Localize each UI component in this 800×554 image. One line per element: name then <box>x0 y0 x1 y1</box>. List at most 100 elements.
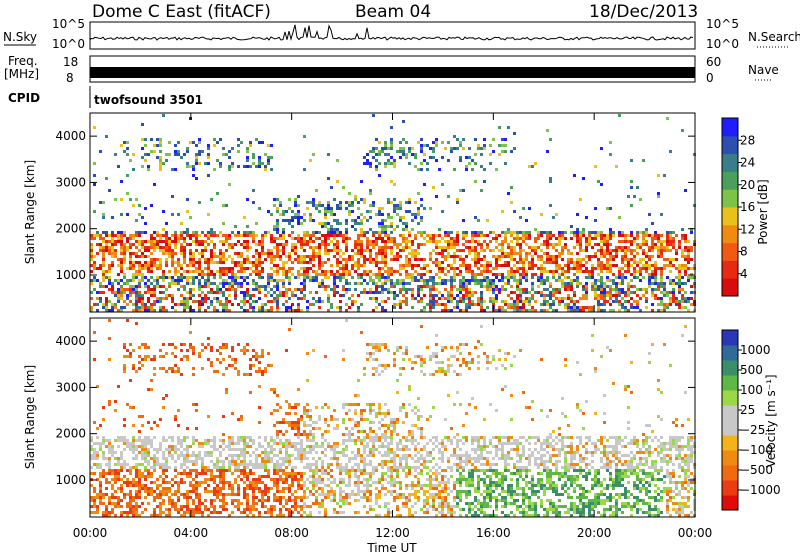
velocity-cell <box>204 481 207 484</box>
velocity-cell <box>273 484 276 487</box>
power-cell <box>159 162 162 165</box>
power-cell <box>552 303 555 306</box>
power-cell <box>249 144 252 147</box>
power-cell <box>225 297 228 300</box>
power-cell <box>207 291 210 294</box>
power-cell <box>297 303 300 306</box>
power-cell <box>381 309 384 312</box>
power-cell <box>183 276 186 279</box>
velocity-cell <box>183 511 186 514</box>
power-cell <box>327 210 330 213</box>
power-cell <box>237 252 240 255</box>
power-cell <box>210 270 213 273</box>
power-cell <box>219 303 222 306</box>
power-cell <box>510 231 513 234</box>
power-cell <box>474 231 477 234</box>
velocity-cell <box>231 463 234 466</box>
velocity-cell <box>120 514 123 517</box>
power-cell <box>687 267 690 270</box>
velocity-cell <box>189 331 192 334</box>
power-cell <box>432 261 435 264</box>
power-cell <box>678 246 681 249</box>
velocity-cell <box>252 472 255 475</box>
power-cell <box>639 279 642 282</box>
power-cell <box>267 291 270 294</box>
power-cell <box>417 213 420 216</box>
power-cell <box>468 303 471 306</box>
velocity-cell <box>177 439 180 442</box>
power-cell <box>246 282 249 285</box>
power-cell <box>651 246 654 249</box>
power-cell <box>258 207 261 210</box>
velocity-cell <box>99 496 102 499</box>
power-cell <box>357 234 360 237</box>
power-cell <box>330 240 333 243</box>
power-cell <box>420 288 423 291</box>
power-cell <box>318 204 321 207</box>
power-cell <box>612 279 615 282</box>
power-cell <box>513 273 516 276</box>
power-cell <box>378 276 381 279</box>
power-cell <box>267 249 270 252</box>
power-cell <box>468 294 471 297</box>
velocity-cell <box>90 454 93 457</box>
power-cell <box>174 261 177 264</box>
velocity-cell <box>297 430 300 433</box>
power-cell <box>297 210 300 213</box>
power-cell <box>633 267 636 270</box>
power-cell <box>471 258 474 261</box>
power-cell <box>324 288 327 291</box>
power-cell <box>423 309 426 312</box>
power-cell <box>432 297 435 300</box>
velocity-cell <box>108 451 111 454</box>
power-cell <box>177 213 180 216</box>
power-cell <box>120 231 123 234</box>
power-cell <box>582 264 585 267</box>
power-cell <box>630 303 633 306</box>
power-cell <box>93 264 96 267</box>
velocity-cell <box>243 346 246 349</box>
power-cell <box>369 258 372 261</box>
power-cell <box>390 156 393 159</box>
power-cell <box>228 168 231 171</box>
power-cell <box>252 153 255 156</box>
power-cell <box>369 243 372 246</box>
power-cell <box>141 252 144 255</box>
power-cell <box>384 141 387 144</box>
velocity-cell <box>276 454 279 457</box>
power-cell <box>288 222 291 225</box>
velocity-cell <box>189 508 192 511</box>
velocity-cell <box>198 442 201 445</box>
power-cell <box>618 234 621 237</box>
power-cell <box>135 294 138 297</box>
power-cell <box>678 267 681 270</box>
power-cell <box>492 297 495 300</box>
velocity-cell <box>237 448 240 451</box>
velocity-cell <box>162 439 165 442</box>
power-cell <box>591 270 594 273</box>
velocity-cell <box>144 460 147 463</box>
power-cell <box>543 297 546 300</box>
power-cell <box>591 237 594 240</box>
power-cell <box>207 258 210 261</box>
power-cell <box>147 306 150 309</box>
power-cell <box>144 267 147 270</box>
power-cell <box>159 264 162 267</box>
power-cell <box>186 282 189 285</box>
velocity-cell <box>219 478 222 481</box>
power-cell <box>354 270 357 273</box>
velocity-cell <box>117 469 120 472</box>
velocity-cell <box>108 511 111 514</box>
power-cell <box>267 162 270 165</box>
power-cell <box>483 234 486 237</box>
power-cell <box>318 210 321 213</box>
power-cell <box>204 246 207 249</box>
power-cell <box>510 270 513 273</box>
power-cell <box>585 216 588 219</box>
power-cell <box>537 258 540 261</box>
velocity-cell <box>159 349 162 352</box>
power-cell <box>672 297 675 300</box>
power-cell <box>165 288 168 291</box>
power-cell <box>315 270 318 273</box>
power-cell <box>303 135 306 138</box>
